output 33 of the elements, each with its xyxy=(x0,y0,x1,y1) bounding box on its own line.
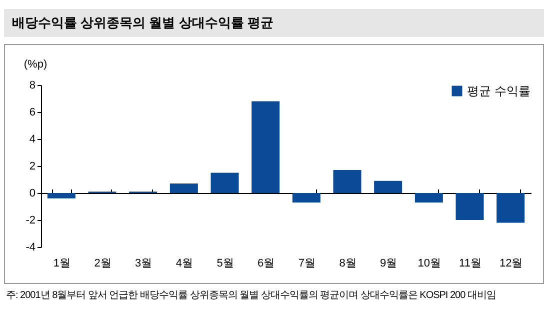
x-tick-label: 6월 xyxy=(258,258,275,270)
x-tick-label: 2월 xyxy=(94,258,112,270)
bar xyxy=(252,101,280,193)
legend-label: 평균 수익률 xyxy=(467,84,530,98)
x-tick-label: 1월 xyxy=(53,258,70,270)
x-tick-label: 10월 xyxy=(418,258,442,270)
bar xyxy=(414,193,443,202)
bar xyxy=(456,193,484,220)
bar xyxy=(496,193,525,223)
x-tick-label: 5월 xyxy=(216,258,234,270)
x-tick-label: 12월 xyxy=(499,258,523,270)
y-tick-label: 4 xyxy=(29,134,36,146)
bar xyxy=(292,193,320,202)
bar xyxy=(374,180,402,193)
y-tick-label: 2 xyxy=(29,160,36,172)
y-tick-label: -4 xyxy=(26,242,36,254)
y-tick-label: 0 xyxy=(29,188,36,200)
y-tick-label: 6 xyxy=(29,106,36,118)
x-tick-label: 4월 xyxy=(176,258,193,270)
bar xyxy=(210,172,239,193)
y-axis-title: (%p) xyxy=(24,58,48,70)
x-tick-label: 7월 xyxy=(298,258,316,270)
text: 주: 2001년 8월부터 앞서 언급한 배당수익률 상위종목의 월별 상대수익률의 평균이며 상대수익률은 KOSPI 200 대비임 xyxy=(6,289,496,303)
bar xyxy=(333,170,362,193)
x-tick-label: 9월 xyxy=(380,258,398,270)
y-tick-label: 8 xyxy=(29,80,36,92)
x-tick-label: 3월 xyxy=(135,258,152,270)
bar xyxy=(47,193,76,198)
y-tick-label: -2 xyxy=(26,214,36,226)
bar xyxy=(170,184,198,193)
x-tick-label: 8월 xyxy=(339,258,356,270)
x-tick-label: 11월 xyxy=(459,258,482,270)
chart-title: 배당수익률 상위종목의 월별 상대수익률 평균 xyxy=(4,9,544,37)
